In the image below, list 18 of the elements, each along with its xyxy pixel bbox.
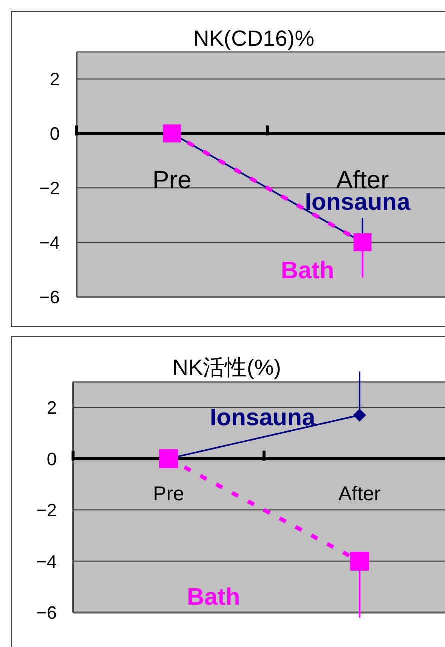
x-tick-label: After xyxy=(338,483,382,506)
x-tick-label: Pre xyxy=(153,483,184,506)
y-tick-label: −2 xyxy=(39,178,60,199)
series-label: Bath xyxy=(281,258,334,285)
y-tick-label: 2 xyxy=(50,70,60,90)
y-tick-label: 0 xyxy=(46,449,57,470)
y-tick-label: −4 xyxy=(39,233,60,254)
series-label: Bath xyxy=(187,584,240,611)
x-tick-label: Pre xyxy=(152,166,192,195)
series-label: Ionsauna xyxy=(210,404,316,432)
chart-title: NK(CD16)% xyxy=(193,26,315,51)
y-tick-label: −4 xyxy=(36,552,57,572)
y-tick-label: 2 xyxy=(46,398,57,418)
y-tick-label: −6 xyxy=(39,287,60,308)
y-tick-label: −2 xyxy=(36,500,57,521)
chart-title: NK活性(%) xyxy=(172,355,282,380)
y-tick-label: −6 xyxy=(36,603,57,624)
y-tick-label: 0 xyxy=(50,124,60,144)
